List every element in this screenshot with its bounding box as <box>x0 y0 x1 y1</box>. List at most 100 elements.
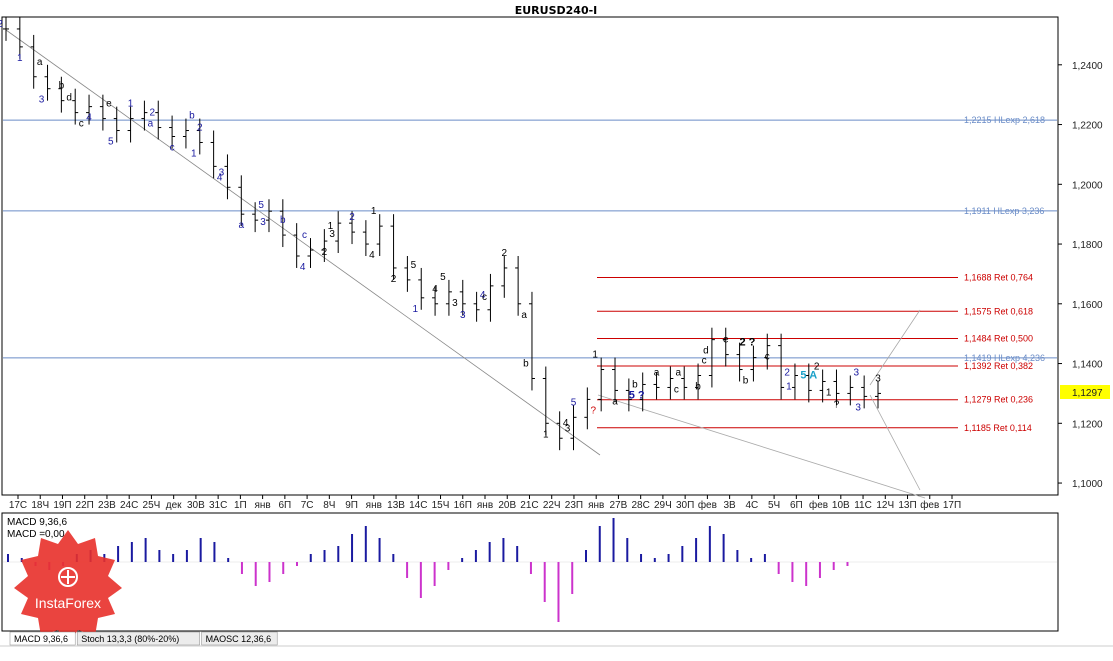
wave-label: b <box>743 376 749 387</box>
wave-label: e <box>723 335 729 346</box>
level-label: 1,1484 Ret 0,500 <box>964 333 1033 343</box>
x-tick-label: 27В <box>610 500 628 511</box>
x-tick-label: 6П <box>278 500 291 511</box>
wave-label: 2 <box>0 19 3 30</box>
x-tick-label: 1П <box>234 500 247 511</box>
wave-label: 5 <box>571 397 577 408</box>
wave-label: 4 <box>217 172 223 183</box>
x-tick-label: 6П <box>790 500 803 511</box>
x-tick-label: фев <box>920 499 939 511</box>
x-tick-label: фев <box>809 499 828 511</box>
watermark-text: InstaForex <box>35 595 101 611</box>
wave-label: c <box>674 384 679 395</box>
wave-label: 5 <box>411 260 417 271</box>
wave-label: 1 <box>826 387 832 398</box>
x-tick-label: 3В <box>724 500 737 511</box>
x-tick-label: 15Ч <box>432 500 450 511</box>
x-tick-label: 4С <box>745 500 758 511</box>
wave-label: 5 A <box>800 369 817 381</box>
wave-label: 3 <box>260 217 266 228</box>
wave-label: 1 <box>17 53 23 64</box>
x-tick-label: 30В <box>187 500 205 511</box>
x-tick-label: 18Ч <box>31 500 49 511</box>
wave-label: 4 <box>432 284 438 295</box>
wave-label: 5 ? <box>629 389 645 401</box>
wave-label: b <box>189 111 195 122</box>
wave-label: 4 <box>563 418 569 429</box>
instaforex-logo: InstaForex <box>14 530 122 644</box>
price-panel <box>1 16 1059 496</box>
wave-label: a <box>675 367 681 378</box>
x-tick-label: 29Ч <box>654 500 672 511</box>
level-label: 1,1911 HLexp 3,236 <box>964 206 1044 216</box>
indicator-tab[interactable] <box>201 631 278 646</box>
indicator-tab-label: MACD 9,36,6 <box>14 634 68 644</box>
x-tick-label: 10В <box>832 500 850 511</box>
wave-label: 3 <box>875 373 881 384</box>
wave-label: 5 <box>258 200 264 211</box>
wave-label: 5 <box>440 272 446 283</box>
wave-label: 1 <box>328 221 334 232</box>
y-tick-label: 1,1600 <box>1072 300 1103 311</box>
wave-label: 3 <box>329 229 335 240</box>
indicator-panel <box>1 512 1059 632</box>
wave-label: 2 <box>322 247 328 258</box>
price-bars <box>3 17 881 451</box>
wave-label: c <box>302 230 307 241</box>
trend-lines <box>5 29 926 499</box>
x-tick-label: 17П <box>943 500 961 511</box>
x-tick-label: 23В <box>98 500 116 511</box>
wave-label: 2 <box>149 108 155 119</box>
wave-label: 1 <box>412 304 418 315</box>
x-tick-label: дек <box>166 500 182 511</box>
level-label: 1,1575 Ret 0,618 <box>964 306 1033 316</box>
x-tick-label: 31С <box>209 500 227 511</box>
x-tick-label: 19П <box>53 500 71 511</box>
x-tick-label: янв <box>477 500 493 511</box>
wave-label: 1 <box>543 429 549 440</box>
wave-label: b <box>523 358 529 369</box>
wave-label: 2 <box>502 248 508 259</box>
indicator-tab-label: Stoch 13,3,3 (80%-20%) <box>81 634 179 644</box>
indicator-tabs[interactable]: MACD 9,36,6 Stoch 13,3,3 (80%-20%) MAOSC 1… <box>9 631 278 646</box>
x-tick-label: 23П <box>565 500 583 511</box>
wave-label: 4 <box>369 250 375 261</box>
x-tick-label: янв <box>588 500 604 511</box>
chart-title: EURUSD240-I <box>515 4 598 17</box>
x-tick-label: 8Ч <box>323 500 335 511</box>
x-tick-label: 5Ч <box>768 500 780 511</box>
wave-label: 2 <box>784 367 790 378</box>
x-tick-label: 12Ч <box>876 500 894 511</box>
x-tick-label: 9П <box>345 500 358 511</box>
wave-label: 4 <box>86 113 92 124</box>
wave-label: 1 <box>371 206 377 217</box>
indicator-tab-label: MAOSC 12,36,6 <box>206 634 272 644</box>
y-tick-label: 1,2400 <box>1072 61 1103 72</box>
y-tick-label: 1,1200 <box>1072 419 1103 430</box>
wave-label: 1 <box>128 99 134 110</box>
x-tick-label: 22П <box>76 500 94 511</box>
wave-label: a <box>148 119 154 130</box>
x-tick-label: фев <box>698 499 717 511</box>
x-tick-label: 24С <box>120 500 138 511</box>
indicator-tab[interactable] <box>9 631 76 646</box>
wave-label: c <box>79 119 84 130</box>
x-tick-label: 7С <box>301 500 314 511</box>
level-label: 1,1419 HLexp 4,236 <box>964 353 1045 363</box>
wave-label: 2 <box>197 122 203 133</box>
x-tick-label: 25Ч <box>143 500 161 511</box>
wave-label: 4 <box>480 290 486 301</box>
wave-label: 1 <box>592 350 598 361</box>
x-tick-label: 16П <box>454 500 472 511</box>
current-price-tag <box>1060 385 1110 399</box>
x-tick-label: янв <box>366 500 382 511</box>
x-tick-label: 11С <box>854 500 872 511</box>
x-tick-label: 17С <box>9 500 27 511</box>
y-tick-label: 1,1400 <box>1072 360 1103 371</box>
level-label: 1,1688 Ret 0,764 <box>964 273 1033 283</box>
wave-label: b <box>695 382 701 393</box>
level-label: 1,1185 Ret 0,114 <box>964 423 1032 433</box>
level-label: 1,2215 HLexp 2,618 <box>964 115 1045 125</box>
indicator-tab[interactable] <box>76 631 200 646</box>
wave-label: 3 <box>565 423 571 434</box>
